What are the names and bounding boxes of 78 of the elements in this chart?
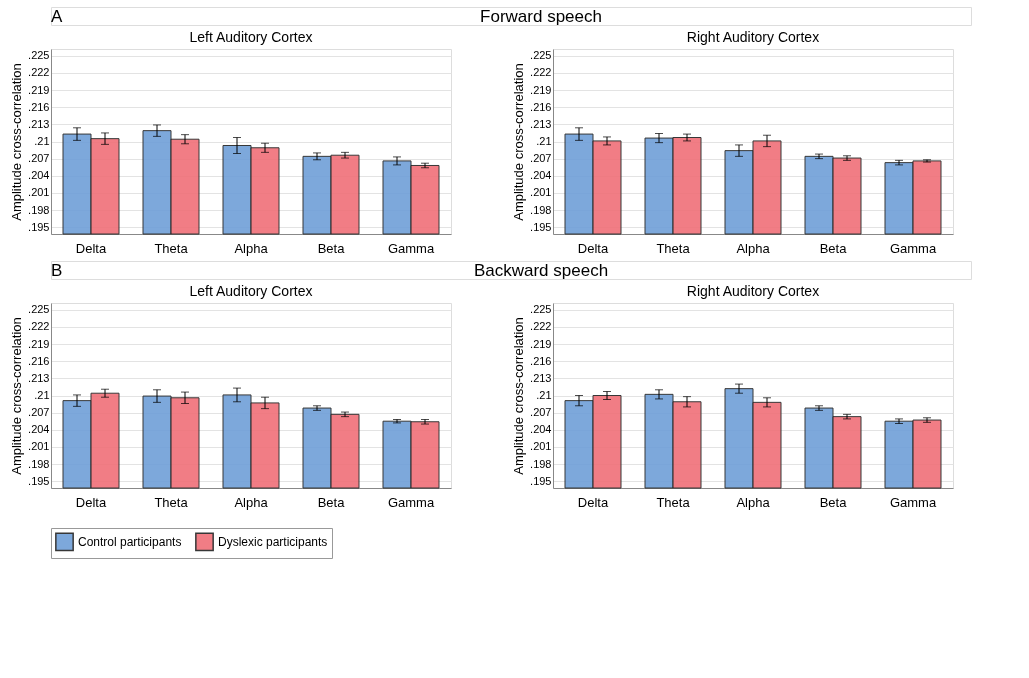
y-axis-title: Amplitude cross-correlation <box>511 63 527 221</box>
chart-title: Left Auditory Cortex <box>189 283 313 299</box>
y-tick-label: .219 <box>28 83 50 96</box>
y-tick-label: .225 <box>28 49 50 62</box>
y-tick-label: .204 <box>28 169 50 182</box>
y-tick-label: .204 <box>530 169 552 182</box>
y-tick-label: .201 <box>530 440 552 453</box>
y-axis-title: Amplitude cross-correlation <box>9 63 25 221</box>
y-tick-label: .216 <box>530 100 552 113</box>
y-axis-title: Amplitude cross-correlation <box>511 317 527 475</box>
y-tick-label: .219 <box>28 337 50 350</box>
chart-title: Right Auditory Cortex <box>686 29 820 45</box>
y-tick-label: .21 <box>536 389 552 401</box>
y-tick-label: .198 <box>530 457 552 470</box>
text: A <box>51 7 63 26</box>
y-tick-label: .198 <box>28 457 50 470</box>
x-tick-label: Alpha <box>736 240 771 256</box>
y-tick-label: .195 <box>530 220 552 233</box>
y-tick-label: .219 <box>530 83 552 96</box>
y-tick-label: .201 <box>530 186 552 199</box>
x-tick-label: Alpha <box>234 494 269 510</box>
y-tick-label: .225 <box>28 303 50 316</box>
x-tick-label: Beta <box>317 240 346 256</box>
y-tick-label: .216 <box>530 354 552 367</box>
x-tick-label: Gamma <box>387 240 435 256</box>
x-tick-label: Theta <box>154 240 189 256</box>
y-tick-label: .216 <box>28 100 50 113</box>
y-tick-label: .201 <box>28 186 50 199</box>
y-tick-label: .207 <box>530 152 552 165</box>
y-tick-label: .201 <box>28 440 50 453</box>
x-tick-label: Gamma <box>387 494 435 510</box>
y-tick-label: .21 <box>34 135 50 147</box>
y-tick-label: .213 <box>28 371 50 384</box>
text: B <box>51 261 63 280</box>
x-tick-label: Delta <box>75 494 107 510</box>
x-tick-label: Theta <box>656 494 691 510</box>
y-tick-label: .21 <box>34 389 50 401</box>
y-tick-label: .222 <box>530 66 552 79</box>
y-tick-label: .198 <box>28 203 50 216</box>
y-tick-label: .222 <box>530 320 552 333</box>
y-tick-label: .195 <box>28 220 50 233</box>
y-tick-label: .195 <box>28 474 50 487</box>
x-tick-label: Gamma <box>889 240 937 256</box>
y-tick-label: .222 <box>28 320 50 333</box>
x-tick-label: Beta <box>819 494 848 510</box>
y-tick-label: .213 <box>28 117 50 130</box>
text: Backward speech <box>473 261 609 280</box>
y-tick-label: .225 <box>530 49 552 62</box>
x-tick-label: Theta <box>656 240 691 256</box>
y-tick-label: .219 <box>530 337 552 350</box>
chart-title: Left Auditory Cortex <box>189 29 313 45</box>
y-tick-label: .198 <box>530 203 552 216</box>
y-tick-label: .213 <box>530 371 552 384</box>
y-tick-label: .204 <box>530 423 552 436</box>
y-tick-label: .207 <box>28 406 50 419</box>
x-tick-label: Beta <box>819 240 848 256</box>
y-tick-label: .207 <box>28 152 50 165</box>
y-axis-title: Amplitude cross-correlation <box>9 317 25 475</box>
x-tick-label: Gamma <box>889 494 937 510</box>
x-tick-label: Alpha <box>234 240 269 256</box>
text: Forward speech <box>480 7 602 26</box>
legend-label: Control participants <box>78 534 182 549</box>
y-tick-label: .207 <box>530 406 552 419</box>
y-tick-label: .204 <box>28 423 50 436</box>
y-tick-label: .195 <box>530 474 552 487</box>
y-tick-label: .222 <box>28 66 50 79</box>
legend-label: Dyslexic participants <box>218 534 328 549</box>
y-tick-label: .213 <box>530 117 552 130</box>
x-tick-label: Theta <box>154 494 189 510</box>
x-tick-label: Beta <box>317 494 346 510</box>
y-tick-label: .216 <box>28 354 50 367</box>
x-tick-label: Delta <box>577 240 609 256</box>
x-tick-label: Alpha <box>736 494 771 510</box>
x-tick-label: Delta <box>577 494 609 510</box>
y-tick-label: .225 <box>530 303 552 316</box>
y-tick-label: .21 <box>536 135 552 147</box>
x-tick-label: Delta <box>75 240 107 256</box>
chart-title: Right Auditory Cortex <box>686 283 820 299</box>
